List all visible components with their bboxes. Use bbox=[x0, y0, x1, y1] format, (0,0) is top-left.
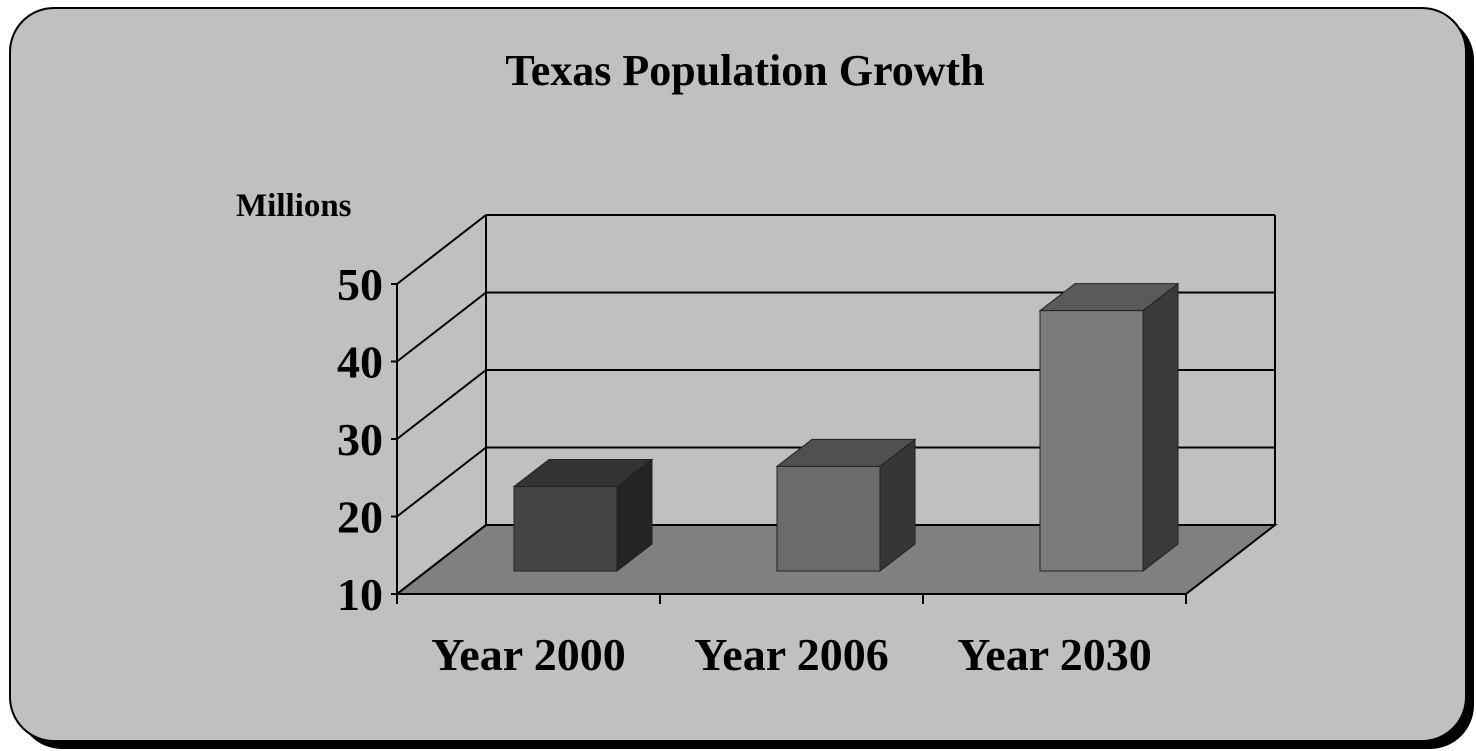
gridline-depth bbox=[396, 524, 487, 595]
bar-front bbox=[1039, 310, 1144, 572]
gridline-depth bbox=[396, 369, 487, 440]
x-tick-label: Year 2030 bbox=[957, 629, 1152, 680]
y-tick-label: 10 bbox=[337, 569, 383, 620]
gridline-depth bbox=[396, 446, 487, 518]
bar-front bbox=[513, 486, 618, 572]
bar-1 bbox=[512, 458, 654, 573]
gridline-depth bbox=[396, 291, 487, 363]
y-axis-label: Millions bbox=[236, 188, 352, 224]
labels-group: 10 20 30 40 50 Year 2000 Year 2006 Year 2030 bbox=[337, 259, 1152, 680]
bar-3 bbox=[1038, 282, 1180, 573]
x-tick-label: Year 2000 bbox=[431, 629, 626, 680]
bar-2 bbox=[775, 438, 917, 573]
y-tick-label: 20 bbox=[337, 492, 383, 543]
x-tick-label: Year 2006 bbox=[694, 629, 889, 680]
gridline-depth bbox=[396, 214, 487, 285]
bar-side bbox=[1142, 282, 1179, 573]
bar-front bbox=[776, 465, 881, 572]
y-tick-label: 30 bbox=[337, 414, 383, 465]
y-tick-label: 50 bbox=[337, 259, 383, 310]
bars-group bbox=[512, 282, 1180, 573]
y-tick-label: 40 bbox=[337, 337, 383, 388]
chart-title: Texas Population Growth bbox=[505, 46, 984, 95]
